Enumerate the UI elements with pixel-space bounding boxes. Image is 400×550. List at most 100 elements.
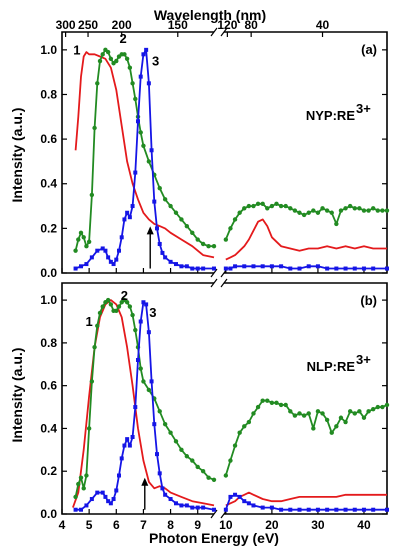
data-point: [371, 266, 376, 271]
data-point: [168, 497, 173, 502]
data-point: [100, 246, 105, 251]
data-point: [315, 264, 320, 269]
data-point: [375, 208, 380, 213]
data-point: [384, 208, 390, 213]
data-point: [141, 143, 146, 149]
data-point: [329, 430, 334, 435]
data-point: [190, 458, 195, 463]
data-point: [97, 58, 103, 64]
data-point: [73, 266, 78, 271]
x-tick-label: 20: [265, 518, 279, 532]
y-tick-label: 0.8: [40, 336, 57, 350]
data-point: [125, 437, 130, 442]
data-point: [146, 330, 151, 335]
top-tick-label: 250: [78, 18, 98, 32]
data-point: [385, 266, 389, 271]
data-point: [168, 203, 173, 209]
data-point: [311, 426, 316, 431]
data-point: [184, 454, 190, 459]
data-point: [206, 475, 211, 480]
top-tick-label: 40: [316, 18, 330, 32]
axis-break-mark: [220, 278, 228, 288]
data-point: [124, 300, 130, 305]
data-point: [325, 507, 330, 512]
data-point: [130, 81, 135, 86]
data-point: [260, 505, 265, 510]
x-tick-label: 4: [59, 518, 66, 532]
data-point: [325, 266, 330, 271]
data-point: [283, 402, 288, 408]
data-point: [347, 203, 353, 209]
panel-0: 0.0 0.2 0.4 0.6 0.8 1.0 300 250 200 150 120 80 40 1 2 3…: [40, 18, 390, 280]
data-point: [146, 387, 152, 393]
data-point: [146, 159, 152, 164]
data-point: [315, 507, 320, 512]
axis-frame-left: [61, 31, 214, 274]
data-point: [133, 327, 138, 333]
top-tick-label: 120: [217, 18, 237, 32]
data-point: [81, 235, 86, 240]
data-point: [301, 413, 307, 418]
data-point: [157, 471, 162, 476]
data-point: [297, 210, 302, 215]
data-point: [361, 415, 367, 420]
data-point: [114, 308, 119, 314]
data-point: [97, 310, 103, 316]
data-point: [265, 398, 270, 403]
data-point: [371, 507, 376, 512]
series-3: [73, 300, 389, 512]
data-point: [138, 366, 143, 371]
data-point: [73, 494, 78, 500]
data-point: [100, 52, 105, 57]
data-point: [106, 499, 111, 504]
data-point: [211, 244, 217, 249]
data-point: [269, 203, 275, 209]
data-point: [141, 300, 146, 305]
data-point: [119, 235, 124, 240]
y-tick-label: 0.2: [40, 464, 57, 478]
top-tick-label: 80: [244, 18, 258, 32]
data-point: [251, 203, 256, 209]
data-point: [306, 264, 311, 269]
data-point: [76, 481, 81, 487]
panel-label: (a): [361, 42, 377, 57]
data-point: [160, 250, 165, 255]
data-point: [174, 262, 178, 267]
data-point: [223, 237, 229, 242]
data-point: [279, 507, 284, 512]
data-point: [334, 221, 339, 227]
data-point: [116, 304, 122, 309]
data-point: [274, 400, 279, 405]
data-point: [320, 411, 325, 416]
data-point: [157, 409, 162, 414]
axis-break-mark: [210, 278, 218, 288]
series-2: [73, 47, 390, 253]
data-point: [105, 297, 111, 303]
data-point: [301, 212, 307, 218]
data-point: [114, 257, 119, 262]
data-point: [206, 244, 211, 249]
axis-frame-right: [224, 282, 388, 515]
axis-break-mark: [210, 27, 218, 37]
data-point: [251, 503, 256, 508]
data-point: [200, 469, 206, 474]
data-point: [228, 226, 233, 231]
data-point: [136, 119, 140, 124]
data-point: [288, 409, 293, 414]
data-point: [173, 439, 179, 444]
data-point: [108, 56, 114, 61]
data-point: [86, 426, 92, 431]
series-2-line: [224, 399, 388, 476]
data-point: [329, 210, 334, 215]
data-point: [174, 501, 178, 506]
data-point: [95, 323, 100, 328]
data-point: [152, 199, 157, 204]
data-point: [232, 443, 238, 448]
series-3: [73, 47, 389, 271]
x-tick-label: 30: [311, 518, 325, 532]
data-point: [84, 262, 89, 267]
data-point: [127, 65, 133, 70]
x-tick-label: 10: [219, 518, 233, 532]
data-point: [232, 217, 238, 222]
data-point: [324, 417, 330, 423]
